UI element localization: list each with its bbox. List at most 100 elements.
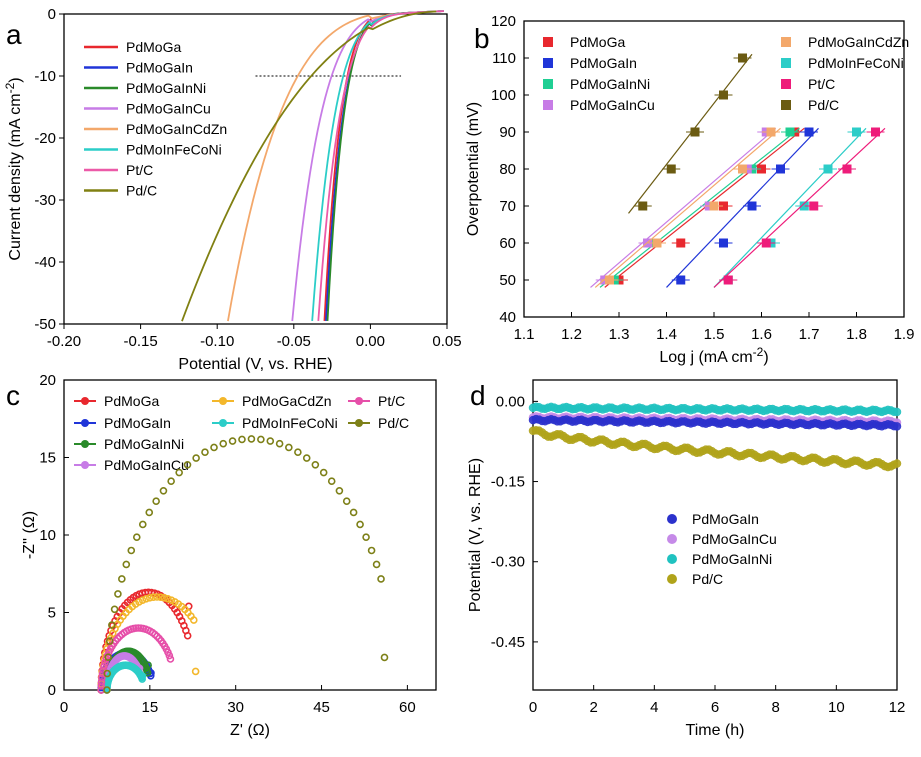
data-point xyxy=(690,127,700,137)
x-tick-label-c: 45 xyxy=(313,699,330,716)
nyquist-point xyxy=(167,477,175,486)
nyquist-point xyxy=(285,443,293,452)
legend-label-c: PdMoGaIn xyxy=(104,415,171,431)
legend-label-a: PdMoGa xyxy=(126,39,181,55)
y-tick-label-c: 5 xyxy=(48,605,56,622)
nyquist-point xyxy=(294,448,302,457)
y-tick-label-c: 0 xyxy=(48,682,56,699)
x-tick-label-d: 2 xyxy=(589,699,597,716)
tafel-fit-line xyxy=(713,127,886,288)
legend-label-a: PdMoGaIn xyxy=(126,60,193,76)
y-tick-label-a: -10 xyxy=(34,68,56,85)
y-tick-label-a: 0 xyxy=(48,6,56,23)
legend-label-c: PdMoGaCdZn xyxy=(242,393,331,409)
legend-label-b: PdMoGaInCu xyxy=(570,97,655,113)
y-tick-label-b: 80 xyxy=(499,161,516,178)
nyquist-point xyxy=(219,439,228,448)
nyquist-point xyxy=(110,605,119,614)
x-tick-label-d: 10 xyxy=(828,699,845,716)
nyquist-point xyxy=(165,651,174,660)
x-tick-label-b: 1.7 xyxy=(799,326,820,343)
nyquist-point xyxy=(356,520,364,529)
legend-label-b: Pt/C xyxy=(808,76,835,92)
legend-marker xyxy=(667,554,677,564)
x-tick-label-b: 1.5 xyxy=(704,326,725,343)
tafel-fit-line xyxy=(590,127,777,288)
legend-swatch xyxy=(543,37,553,47)
panel-a-ylabel: Current density (mA cm-2) xyxy=(3,77,24,260)
legend-marker xyxy=(81,397,89,405)
data-point xyxy=(785,127,795,137)
nyquist-point xyxy=(183,631,192,640)
lsv-curve xyxy=(181,10,437,322)
nyquist-point xyxy=(97,682,106,690)
panel-label-a: a xyxy=(6,19,22,50)
nyquist-point xyxy=(257,435,265,444)
x-tick-label-c: 30 xyxy=(227,699,244,716)
tafel-fit-line xyxy=(594,127,781,288)
x-tick-label-d: 8 xyxy=(771,699,779,716)
legend-label-a: PdMoGaInNi xyxy=(126,80,206,96)
data-point xyxy=(852,127,861,137)
data-point xyxy=(605,275,614,285)
x-tick-label-a: -0.15 xyxy=(123,333,157,350)
x-tick-label-b: 1.9 xyxy=(894,326,915,343)
legend-label-d: PdMoGaIn xyxy=(692,511,759,527)
legend-marker xyxy=(667,534,677,544)
data-point xyxy=(757,164,766,174)
legend-label-a: Pd/C xyxy=(126,183,157,199)
nyquist-point xyxy=(143,669,152,677)
nyquist-point xyxy=(118,575,126,583)
x-tick-label-a: 0.00 xyxy=(356,333,385,350)
tafel-fit-line xyxy=(713,127,867,288)
nyquist-point xyxy=(138,520,147,529)
legend-label-d: PdMoGaInCu xyxy=(692,531,777,547)
y-tick-label-b: 50 xyxy=(499,272,516,289)
legend-swatch xyxy=(543,79,553,89)
legend-label-b: PdMoGaInNi xyxy=(570,76,650,92)
panel-b-xlabel: Log j (mA cm-2) xyxy=(659,345,768,366)
panel-d-xlabel: Time (h) xyxy=(686,722,745,739)
legend-marker xyxy=(219,397,227,405)
legend-label-c: Pd/C xyxy=(378,415,409,431)
y-tick-label-d: -0.15 xyxy=(491,474,525,491)
nyquist-point xyxy=(138,596,147,604)
nyquist-point xyxy=(377,575,385,583)
data-point xyxy=(676,238,686,248)
lsv-curve xyxy=(326,10,441,321)
nyquist-point xyxy=(114,590,122,598)
data-point xyxy=(747,201,757,211)
x-tick-label-a: -0.20 xyxy=(47,333,81,350)
legend-swatch xyxy=(781,58,791,68)
y-tick-label-d: -0.45 xyxy=(491,634,525,651)
legend-marker xyxy=(219,419,227,427)
data-point xyxy=(719,201,728,211)
nyquist-point xyxy=(149,593,158,601)
data-point xyxy=(638,201,648,211)
stability-point xyxy=(892,407,902,417)
x-tick-label-d: 6 xyxy=(711,699,719,716)
y-tick-label-c: 20 xyxy=(39,372,56,389)
x-tick-label-b: 1.2 xyxy=(561,326,582,343)
nyquist-point xyxy=(275,439,284,448)
legend-label-c: PdMoGa xyxy=(104,393,159,409)
nyquist-point xyxy=(97,678,106,686)
data-point xyxy=(666,164,676,174)
panel-c-ylabel: -Z'' (Ω) xyxy=(21,511,38,559)
panel-label-c: c xyxy=(6,380,20,411)
data-point xyxy=(776,164,785,174)
lsv-curve xyxy=(323,10,440,321)
nyquist-point xyxy=(103,686,111,694)
data-point xyxy=(723,275,733,285)
x-tick-label-b: 1.8 xyxy=(846,326,867,343)
panel-a-chart: -0.20 -0.15 -0.10 -0.05 0.00 0.05 0 -10 -20 -30 -4… xyxy=(3,6,462,373)
legend-swatch xyxy=(781,79,791,89)
x-tick-label-b: 1.4 xyxy=(656,326,677,343)
nyquist-point xyxy=(100,662,108,671)
y-tick-label-d: 0.00 xyxy=(496,393,525,410)
nyquist-point xyxy=(145,508,154,517)
y-tick-label-b: 40 xyxy=(499,309,516,326)
data-point xyxy=(823,164,833,174)
legend-label-a: PdMoGaInCu xyxy=(126,101,211,117)
